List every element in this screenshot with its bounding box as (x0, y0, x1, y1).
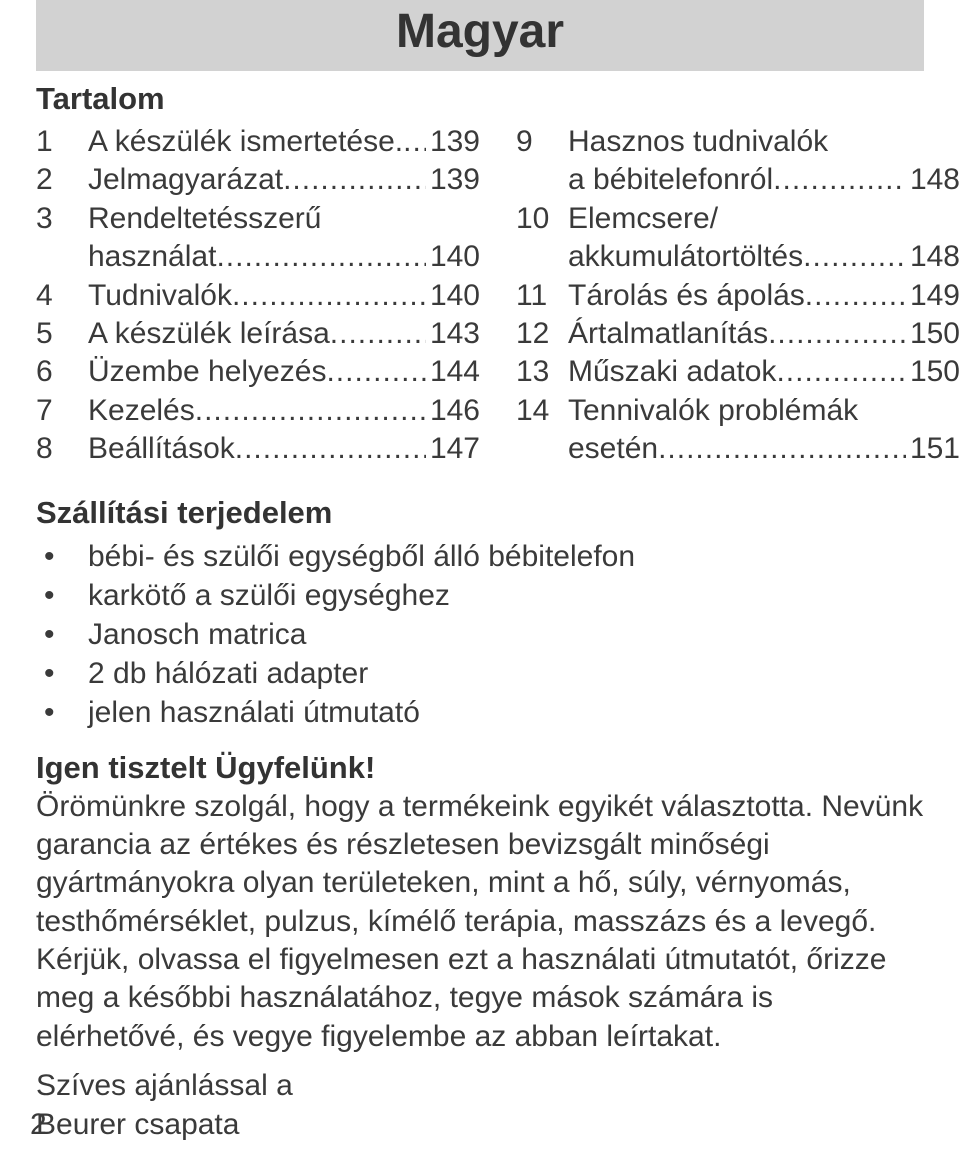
toc-leader-dots (776, 353, 906, 391)
toc-label: Rendeltetésszerű (88, 200, 480, 238)
manual-page: Magyar Tartalom 1A készülék ismertetése.… (0, 0, 960, 1160)
toc-entry: 5A készülék leírása 143 (36, 315, 480, 353)
list-item: 2 db hálózati adapter (88, 654, 924, 693)
toc-entry: 14Tennivalók problémák (516, 392, 960, 430)
signoff-line-1: Szíves ajánlással a (36, 1066, 924, 1105)
toc-number: 6 (36, 353, 88, 391)
toc-label: Tárolás és ápolás (568, 277, 805, 315)
toc-label: Tennivalók problémák (568, 392, 960, 430)
toc-number: 2 (36, 161, 88, 199)
toc-label: a bébitelefonról (568, 161, 773, 199)
toc-label: Tudnivalók (88, 277, 232, 315)
toc-leader-dots (216, 238, 426, 276)
toc-page: 143 (426, 315, 480, 353)
toc-entry: 2Jelmagyarázat 139 (36, 161, 480, 199)
toc-page: 150 (906, 315, 960, 353)
toc-leader-dots (330, 315, 426, 353)
toc-leader-dots (768, 315, 906, 353)
toc-page: 144 (426, 353, 480, 391)
table-of-contents: 1A készülék ismertetése.1392Jelmagyaráza… (36, 123, 924, 469)
toc-leader-dots (403, 123, 426, 161)
toc-page: 140 (426, 277, 480, 315)
list-item: bébi- és szülői egységből álló bébitelef… (88, 537, 924, 576)
toc-number: 10 (516, 200, 568, 238)
toc-entry: 10Elemcsere/ (516, 200, 960, 238)
toc-leader-dots (235, 430, 426, 468)
toc-number: 5 (36, 315, 88, 353)
toc-leader-dots (283, 161, 426, 199)
toc-number: 1 (36, 123, 88, 161)
toc-entry: 12Ártalmatlanítás 150 (516, 315, 960, 353)
toc-page: 139 (426, 161, 480, 199)
toc-label: esetén (568, 430, 658, 468)
toc-column-left: 1A készülék ismertetése.1392Jelmagyaráza… (36, 123, 480, 469)
toc-entry-continuation: akkumulátortöltés 148 (516, 238, 960, 276)
toc-label: Jelmagyarázat (88, 161, 283, 199)
page-number: 2 (30, 1108, 47, 1142)
signoff: Szíves ajánlással a Beurer csapata (36, 1066, 924, 1144)
toc-number: 13 (516, 353, 568, 391)
toc-page: 151 (906, 430, 960, 468)
toc-page: 140 (426, 238, 480, 276)
toc-label: Üzembe helyezés (88, 353, 326, 391)
toc-page: 150 (906, 353, 960, 391)
toc-entry: 7Kezelés 146 (36, 392, 480, 430)
toc-entry: 1A készülék ismertetése. 139 (36, 123, 480, 161)
toc-page: 149 (906, 277, 960, 315)
toc-number: 9 (516, 123, 568, 161)
toc-leader-dots (232, 277, 426, 315)
scope-heading: Szállítási terjedelem (36, 495, 924, 531)
toc-leader-dots (803, 238, 906, 276)
list-item: jelen használati útmutató (88, 693, 924, 732)
intro-paragraph: Örömünkre szolgál, hogy a termékeink egy… (36, 788, 924, 1057)
toc-entry: 6Üzembe helyezés 144 (36, 353, 480, 391)
toc-entry-continuation: használat 140 (36, 238, 480, 276)
toc-entry: 9Hasznos tudnivalók (516, 123, 960, 161)
page-title: Magyar (36, 4, 924, 59)
toc-entry: 13Műszaki adatok 150 (516, 353, 960, 391)
toc-entry: 8Beállítások 147 (36, 430, 480, 468)
toc-leader-dots (326, 353, 425, 391)
toc-label: Elemcsere/ (568, 200, 960, 238)
toc-number: 8 (36, 430, 88, 468)
toc-label: Műszaki adatok (568, 353, 776, 391)
toc-label: Ártalmatlanítás (568, 315, 768, 353)
list-item: Janosch matrica (88, 615, 924, 654)
toc-entry-continuation: esetén 151 (516, 430, 960, 468)
toc-heading: Tartalom (36, 81, 924, 117)
toc-leader-dots (805, 277, 906, 315)
toc-leader-dots (773, 161, 906, 199)
toc-entry: 4Tudnivalók 140 (36, 277, 480, 315)
toc-label: Hasznos tudnivalók (568, 123, 960, 161)
toc-number: 7 (36, 392, 88, 430)
toc-label: Beállítások (88, 430, 235, 468)
toc-number: 11 (516, 277, 568, 315)
toc-column-right: 9Hasznos tudnivalóka bébitelefonról14810… (516, 123, 960, 469)
toc-page: 146 (426, 392, 480, 430)
toc-page: 139 (426, 123, 480, 161)
toc-label: Kezelés (88, 392, 195, 430)
toc-page: 147 (426, 430, 480, 468)
dear-customer-heading: Igen tisztelt Ügyfelünk! (36, 750, 924, 786)
toc-entry: 3Rendeltetésszerű (36, 200, 480, 238)
toc-entry: 11Tárolás és ápolás 149 (516, 277, 960, 315)
toc-number: 4 (36, 277, 88, 315)
toc-label: A készülék ismertetése. (88, 123, 403, 161)
toc-leader-dots (658, 430, 906, 468)
toc-entry-continuation: a bébitelefonról 148 (516, 161, 960, 199)
scope-bullet-list: bébi- és szülői egységből álló bébitelef… (36, 537, 924, 732)
toc-label: A készülék leírása (88, 315, 330, 353)
title-band: Magyar (36, 0, 924, 71)
signoff-line-2: Beurer csapata (36, 1105, 924, 1144)
list-item: karkötő a szülői egységhez (88, 576, 924, 615)
toc-label: akkumulátortöltés (568, 238, 803, 276)
toc-page: 148 (906, 161, 960, 199)
toc-label: használat (88, 238, 216, 276)
toc-number: 14 (516, 392, 568, 430)
toc-number: 12 (516, 315, 568, 353)
toc-page: 148 (906, 238, 960, 276)
toc-number: 3 (36, 200, 88, 238)
toc-leader-dots (195, 392, 426, 430)
